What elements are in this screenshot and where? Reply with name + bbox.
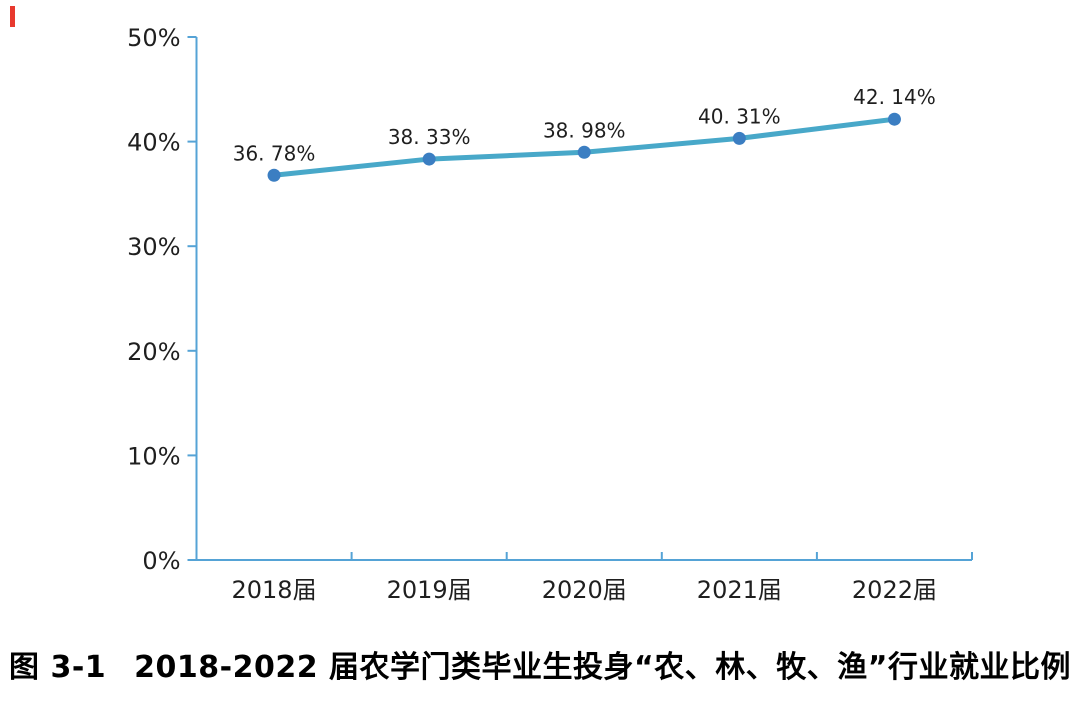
x-axis-category-label: 2021届 <box>697 576 782 604</box>
y-axis-tick-label: 30% <box>127 233 180 261</box>
data-point-marker <box>422 152 436 166</box>
y-axis-tick-label: 10% <box>127 442 180 470</box>
y-axis-tick-label: 50% <box>127 24 180 52</box>
y-axis-tick-label: 0% <box>142 547 180 575</box>
data-point-label: 36. 78% <box>233 141 316 165</box>
data-point-label: 38. 98% <box>543 118 626 142</box>
figure-caption: 图 3-1 2018-2022 届农学门类毕业生投身“农、林、牧、渔”行业就业比… <box>0 642 1080 686</box>
data-point-marker <box>577 145 591 159</box>
data-point-marker <box>887 112 901 126</box>
data-point-marker <box>732 131 746 145</box>
y-axis-tick-label: 20% <box>127 338 180 366</box>
figure-number: 图 3-1 <box>9 650 107 685</box>
data-point-label: 40. 31% <box>698 104 781 128</box>
red-page-marker <box>10 6 15 27</box>
data-point-label: 38. 33% <box>388 125 471 149</box>
figure-title: 2018-2022 届农学门类毕业生投身“农、林、牧、渔”行业就业比例 <box>134 650 1071 685</box>
x-axis-category-label: 2018届 <box>232 576 317 604</box>
x-axis-category-label: 2022届 <box>852 576 937 604</box>
x-axis-category-label: 2020届 <box>542 576 627 604</box>
data-point-label: 42. 14% <box>853 85 936 109</box>
x-axis-category-label: 2019届 <box>387 576 472 604</box>
line-chart: 0% 10% 20% 30% 40% 50% 2018届 2019届 2020届 2021届 202… <box>127 24 973 604</box>
data-point-marker <box>267 168 281 182</box>
y-axis-tick-label: 40% <box>127 129 180 157</box>
